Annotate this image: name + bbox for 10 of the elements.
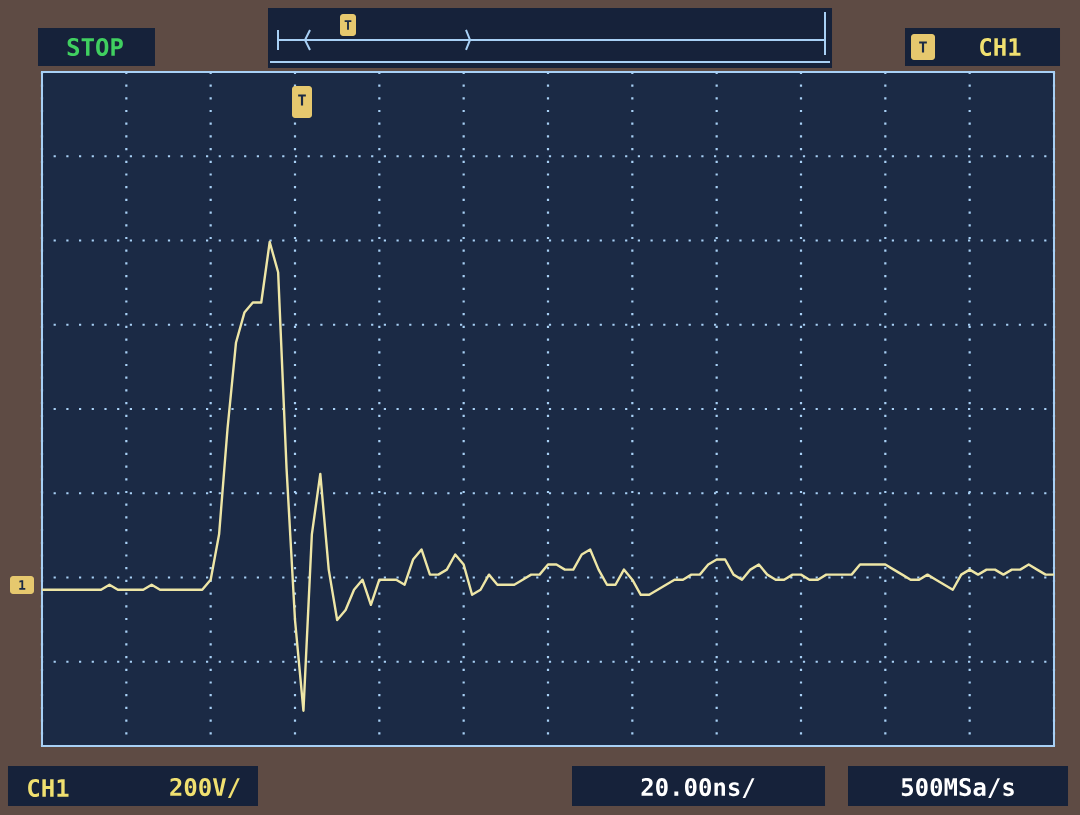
- text: CH1: [980, 37, 1021, 57]
- text: CH1: [28, 778, 69, 798]
- text: 500MSa/s: [901, 777, 1014, 799]
- text: 20.00ns/: [641, 777, 755, 799]
- text: T: [344, 20, 352, 30]
- text: T: [298, 94, 306, 106]
- text: STOP: [67, 37, 123, 57]
- text: T: [919, 41, 927, 53]
- text: 200V/: [170, 777, 240, 799]
- text: 1: [19, 580, 26, 590]
